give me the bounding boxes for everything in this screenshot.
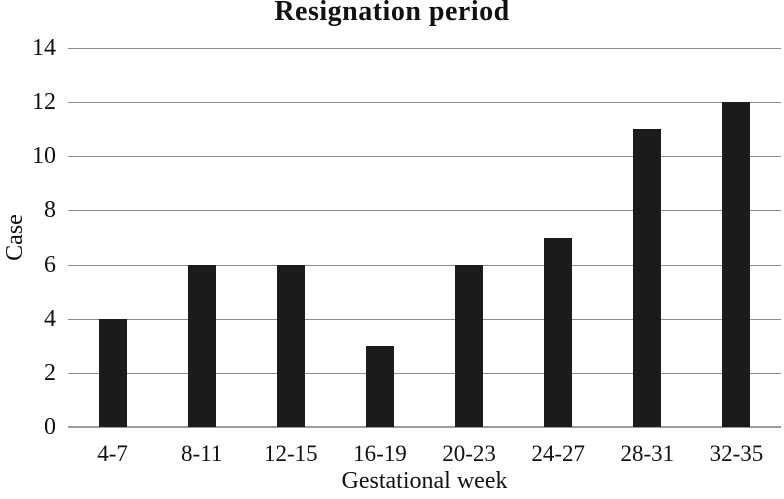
x-tick-label-28-31: 28-31 xyxy=(620,441,675,466)
gridline-14 xyxy=(68,48,781,49)
bar-16-19 xyxy=(365,345,394,427)
chart-title: Resignation period xyxy=(274,0,510,27)
y-tick-label-10: 10 xyxy=(32,143,56,170)
x-tick-label-24-27: 24-27 xyxy=(531,441,586,466)
x-tick-label-16-19: 16-19 xyxy=(353,441,407,466)
gridline-6 xyxy=(68,264,781,266)
bar-28-31 xyxy=(633,129,662,427)
bar-8-11 xyxy=(187,264,216,427)
y-tick-label-12: 12 xyxy=(32,89,56,116)
gridline-12 xyxy=(68,102,781,104)
bar-4-7 xyxy=(98,318,127,427)
x-tick-label-8-11: 8-11 xyxy=(181,441,223,466)
bar-32-35 xyxy=(722,102,751,427)
y-tick-label-6: 6 xyxy=(44,251,56,278)
x-tick-label-4-7: 4-7 xyxy=(97,441,128,466)
gridline-10 xyxy=(68,156,781,158)
y-tick-label-0: 0 xyxy=(44,414,56,440)
gridline-2 xyxy=(68,372,781,374)
x-tick-label-12-15: 12-15 xyxy=(263,441,318,466)
y-tick-label-2: 2 xyxy=(44,359,56,386)
bar-24-27 xyxy=(544,237,573,427)
x-tick-label-20-23: 20-23 xyxy=(442,441,496,466)
y-tick-label-8: 8 xyxy=(44,197,56,224)
bar-20-23 xyxy=(455,264,484,427)
plot-area xyxy=(68,48,781,428)
x-axis-title: Gestational week xyxy=(341,468,508,494)
bar-12-15 xyxy=(276,264,305,427)
gridline-4 xyxy=(68,318,781,320)
y-tick-label-4: 4 xyxy=(44,305,56,332)
x-tick-label-32-35: 32-35 xyxy=(709,441,764,466)
y-tick-label-14: 14 xyxy=(32,35,56,61)
gridline-8 xyxy=(68,210,781,212)
x-axis-line xyxy=(68,426,781,428)
